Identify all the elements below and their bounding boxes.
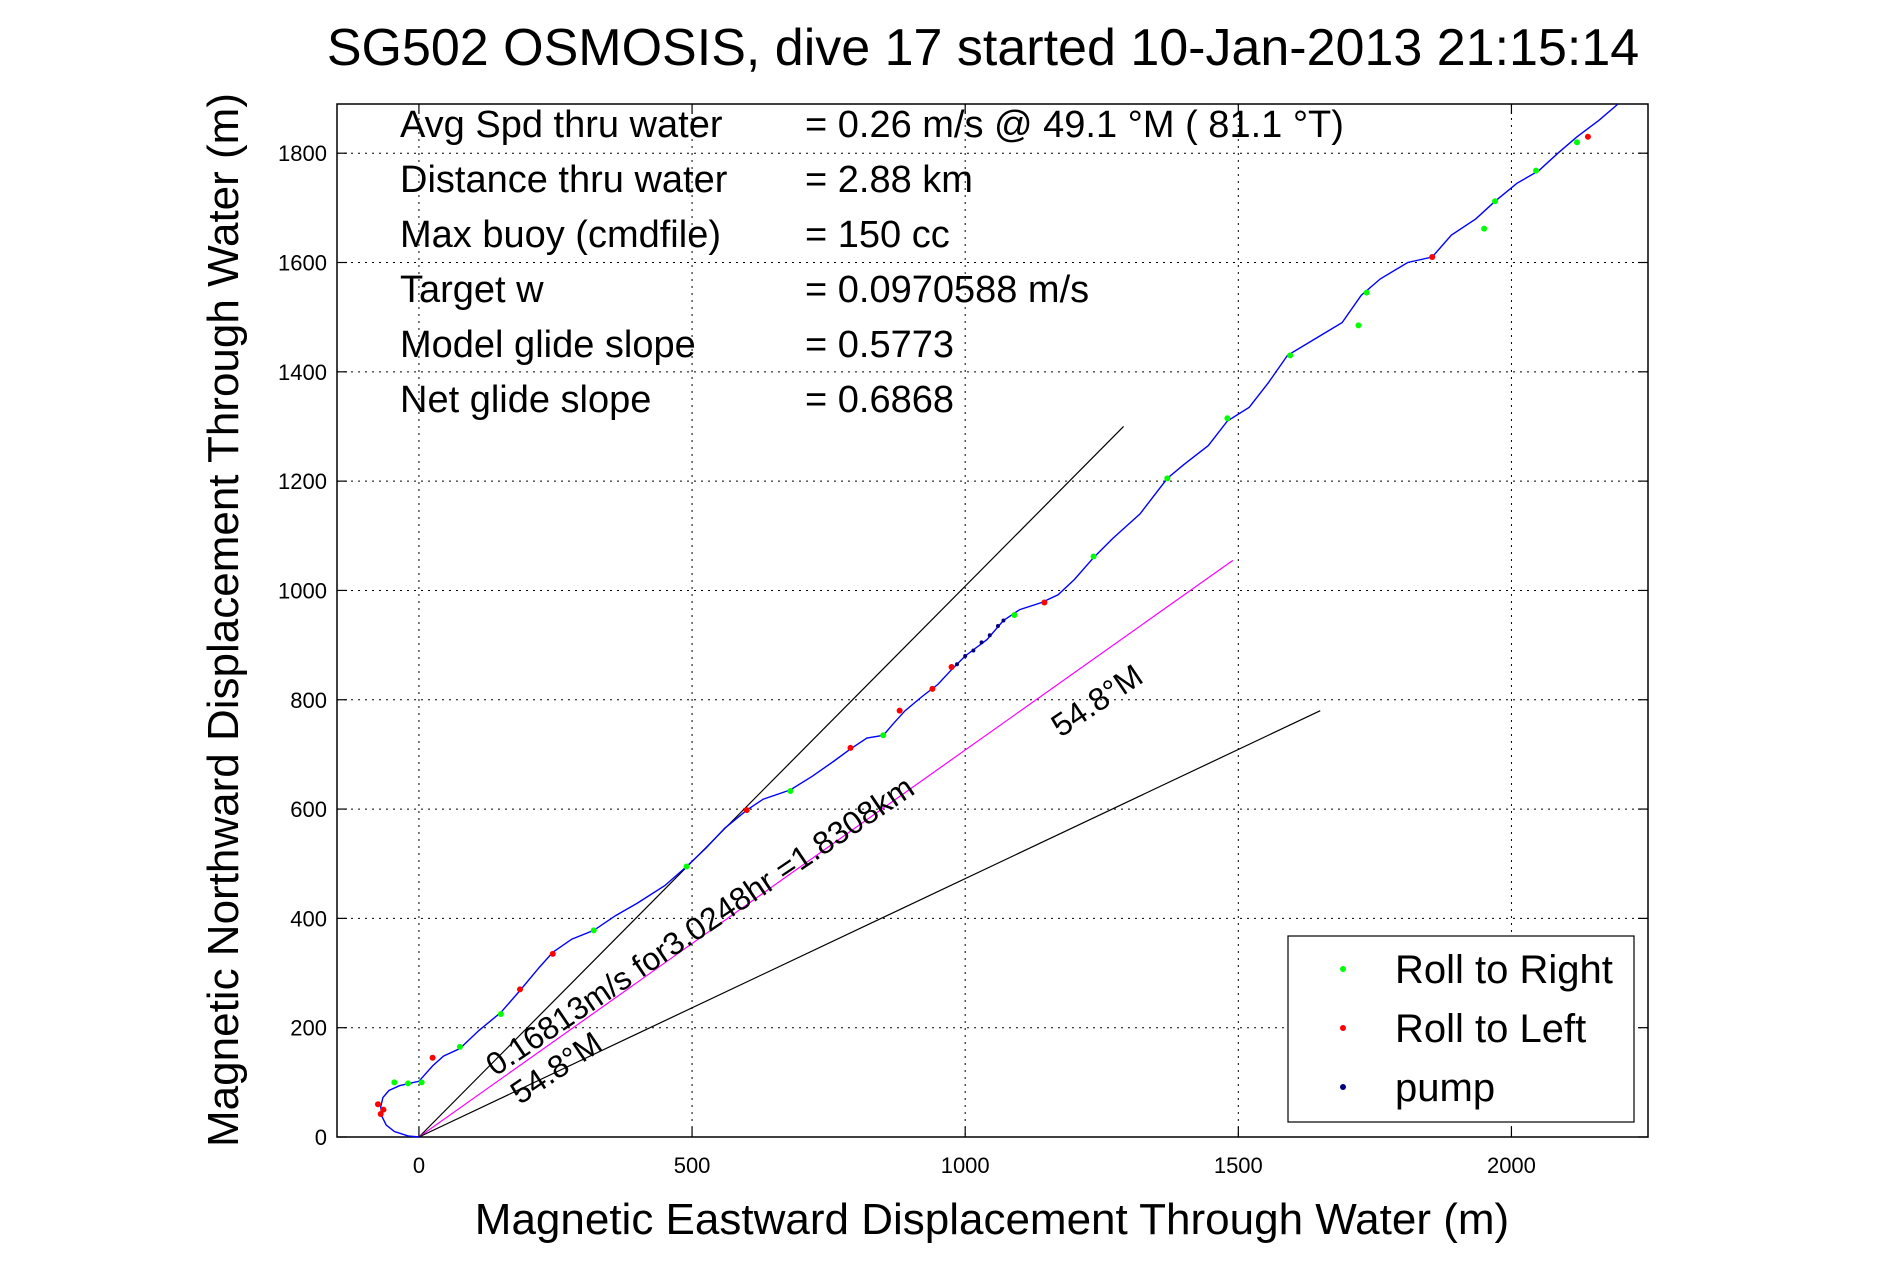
roll-left-point xyxy=(743,807,750,814)
y-tick-label: 600 xyxy=(290,797,327,822)
roll-right-point xyxy=(1164,475,1171,482)
stats-block: Avg Spd thru water = 0.26 m/s @ 49.1 °M (… xyxy=(400,104,1344,421)
legend-label: Roll to Left xyxy=(1395,1007,1586,1051)
roll-right-point xyxy=(1224,415,1231,422)
stat-value: = 2.88 km xyxy=(805,159,973,201)
roll-right-point xyxy=(880,732,887,739)
roll-right-point xyxy=(1492,198,1499,205)
pump-point xyxy=(987,633,992,638)
roll-right-point xyxy=(1363,289,1370,296)
roll-right-point xyxy=(418,1079,425,1086)
legend-swatch xyxy=(1340,1025,1346,1031)
stat-value: = 0.0970588 m/s xyxy=(805,269,1089,311)
reference-line xyxy=(418,710,1321,1138)
y-tick-label: 1000 xyxy=(278,578,327,603)
roll-left-point xyxy=(516,986,523,993)
y-tick-label: 1200 xyxy=(278,469,327,494)
stat-label: Avg Spd thru water xyxy=(400,104,723,146)
stat-value: = 0.26 m/s @ 49.1 °M ( 81.1 °T) xyxy=(805,104,1344,146)
roll-right-point xyxy=(1355,322,1362,329)
roll-right-point xyxy=(1481,225,1488,232)
roll-left-point xyxy=(929,685,936,692)
pump-point xyxy=(995,623,1000,628)
pump-point xyxy=(954,662,959,667)
roll-right-point xyxy=(787,788,794,795)
roll-right-point xyxy=(1090,553,1097,560)
x-tick-label: 500 xyxy=(674,1153,711,1178)
y-tick-label: 0 xyxy=(315,1125,327,1150)
stat-label: Target w xyxy=(400,269,544,311)
pump-point xyxy=(971,648,976,653)
roll-right-point xyxy=(1011,612,1018,619)
roll-right-point xyxy=(1573,139,1580,146)
roll-right-point xyxy=(405,1080,412,1087)
stat-label: Net glide slope xyxy=(400,379,651,421)
stat-value: = 150 cc xyxy=(805,214,950,256)
reference-line xyxy=(418,559,1234,1138)
y-tick-label: 1600 xyxy=(278,251,327,276)
roll-right-point xyxy=(590,927,597,934)
roll-left-point xyxy=(896,707,903,714)
roll-left-point xyxy=(429,1054,436,1061)
roll-right-point xyxy=(497,1011,504,1018)
chart-title: SG502 OSMOSIS, dive 17 started 10-Jan-20… xyxy=(327,19,1639,77)
y-tick-label: 800 xyxy=(290,688,327,713)
legend-swatch xyxy=(1340,966,1346,972)
y-tick-label: 200 xyxy=(290,1016,327,1041)
roll-left-point xyxy=(1429,254,1436,261)
x-axis-label: Magnetic Eastward Displacement Through W… xyxy=(475,1195,1509,1244)
roll-left-point xyxy=(374,1101,381,1108)
roll-left-point xyxy=(948,663,955,670)
roll-right-point xyxy=(683,863,690,870)
roll-right-point xyxy=(1287,352,1294,359)
y-axis-label: Magnetic Northward Displacement Through … xyxy=(199,93,248,1147)
reference-lines xyxy=(418,426,1321,1138)
marker-layer xyxy=(374,133,1591,1118)
stat-value: = 0.5773 xyxy=(805,324,954,366)
reference-line xyxy=(418,426,1125,1138)
stat-label: Model glide slope xyxy=(400,324,696,366)
stat-label: Max buoy (cmdfile) xyxy=(400,214,721,256)
x-tick-label: 1000 xyxy=(941,1153,990,1178)
roll-right-point xyxy=(1533,167,1540,174)
pump-point xyxy=(963,654,968,659)
legend: Roll to Right Roll to Left pump xyxy=(1287,935,1635,1123)
roll-left-point xyxy=(549,950,556,957)
y-tick-label: 1800 xyxy=(278,141,327,166)
roll-right-point xyxy=(456,1043,463,1050)
x-tick-label: 2000 xyxy=(1487,1153,1536,1178)
roll-left-point xyxy=(380,1106,387,1113)
x-tick-label: 0 xyxy=(413,1153,425,1178)
stat-value: = 0.6868 xyxy=(805,379,954,421)
pump-point xyxy=(979,640,984,645)
legend-swatch xyxy=(1340,1084,1346,1090)
y-tick-label: 400 xyxy=(290,906,327,931)
x-tick-label: 1500 xyxy=(1214,1153,1263,1178)
roll-left-point xyxy=(1041,599,1048,606)
stat-label: Distance thru water xyxy=(400,159,728,201)
roll-left-point xyxy=(1584,133,1591,140)
legend-label: Roll to Right xyxy=(1395,948,1613,992)
roll-right-point xyxy=(391,1079,398,1086)
roll-left-point xyxy=(377,1111,384,1118)
axis-ticks: 0 500 1000 1500 2000 0 200 400 600 800 1000 1200 140… xyxy=(278,104,1648,1178)
roll-left-point xyxy=(847,744,854,751)
pump-point xyxy=(1001,618,1006,623)
legend-label: pump xyxy=(1395,1066,1495,1110)
y-tick-label: 1400 xyxy=(278,360,327,385)
